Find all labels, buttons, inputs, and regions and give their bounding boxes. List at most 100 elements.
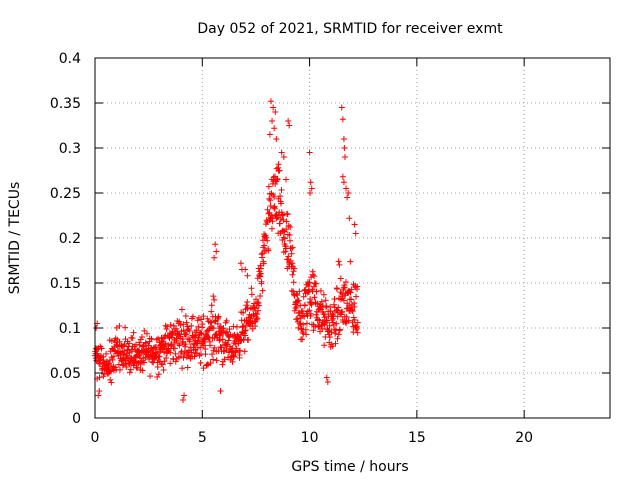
data-point [121, 341, 128, 348]
data-point [139, 367, 146, 374]
data-point [326, 334, 333, 341]
data-point [229, 345, 236, 352]
data-point [348, 286, 355, 293]
data-point [190, 334, 197, 341]
x-tick-label: 0 [91, 430, 100, 446]
data-point [156, 353, 163, 360]
data-point [333, 320, 340, 327]
data-point [310, 283, 317, 290]
data-point [319, 325, 326, 332]
data-point [295, 297, 302, 304]
data-point [263, 234, 270, 241]
data-point [108, 338, 115, 345]
data-point [122, 324, 129, 331]
data-point [286, 237, 293, 244]
data-point [300, 293, 307, 300]
y-tick-label: 0.05 [50, 366, 81, 382]
data-point [338, 309, 345, 316]
data-point [197, 329, 204, 336]
data-point [340, 284, 347, 291]
data-point [116, 338, 123, 345]
data-point [148, 336, 155, 343]
data-point [345, 317, 352, 324]
y-tick-label: 0.35 [50, 96, 81, 112]
data-point [300, 330, 307, 337]
data-point [178, 306, 185, 313]
data-point [244, 299, 251, 306]
data-point [172, 358, 179, 365]
data-point [237, 260, 244, 267]
data-point [307, 310, 314, 317]
data-point [266, 195, 273, 202]
data-point [339, 308, 346, 315]
data-point [184, 327, 191, 334]
data-point [123, 363, 130, 370]
data-point [272, 181, 279, 187]
data-point [219, 325, 226, 332]
x-tick-label: 20 [515, 430, 533, 446]
data-point [280, 217, 287, 224]
data-point [105, 360, 112, 367]
data-point [167, 349, 174, 356]
data-point [202, 345, 209, 352]
data-point [283, 226, 290, 233]
data-point [219, 336, 226, 343]
data-point [294, 315, 301, 322]
data-point [271, 125, 278, 132]
data-point [338, 104, 345, 111]
data-point [306, 307, 313, 314]
data-point [342, 279, 349, 286]
data-point [275, 161, 282, 168]
data-point [323, 374, 330, 381]
data-point [210, 325, 217, 332]
data-point [159, 361, 166, 368]
data-point [288, 250, 295, 257]
data-point [120, 351, 127, 358]
data-point [321, 342, 328, 349]
data-point [287, 224, 294, 231]
y-tick-label: 0.2 [59, 231, 81, 247]
data-point [257, 262, 264, 269]
data-point [183, 319, 190, 326]
data-point [296, 320, 303, 327]
data-point [217, 344, 224, 351]
data-point [300, 321, 307, 328]
data-point [255, 302, 262, 309]
data-point [332, 330, 339, 337]
data-point [352, 230, 359, 237]
data-point [316, 317, 323, 324]
data-point [253, 316, 260, 323]
data-point [182, 341, 189, 348]
data-point [208, 308, 215, 315]
y-tick-label: 0.4 [59, 51, 81, 67]
data-point [341, 145, 348, 151]
data-point [335, 258, 342, 265]
data-point [291, 307, 298, 314]
data-point [217, 388, 224, 394]
data-point [282, 248, 289, 255]
data-point [295, 324, 302, 331]
data-point [223, 328, 230, 335]
y-tick-label: 0.25 [50, 186, 81, 202]
data-point [282, 176, 289, 183]
data-point [299, 336, 306, 343]
data-point [294, 292, 301, 299]
data-point [337, 296, 344, 303]
data-point [195, 323, 202, 330]
data-point [184, 323, 191, 330]
data-point [107, 376, 114, 383]
data-point [108, 379, 115, 386]
data-point [176, 342, 183, 349]
data-point [334, 313, 341, 320]
data-point [178, 349, 185, 356]
data-point [223, 317, 230, 324]
data-point [199, 321, 206, 328]
data-point [179, 397, 186, 403]
data-point [220, 325, 227, 332]
data-point [143, 330, 150, 337]
data-point [353, 293, 360, 300]
data-point [354, 283, 361, 290]
data-point [283, 210, 290, 217]
data-point [339, 173, 346, 180]
y-tick-label: 0.1 [59, 321, 81, 337]
